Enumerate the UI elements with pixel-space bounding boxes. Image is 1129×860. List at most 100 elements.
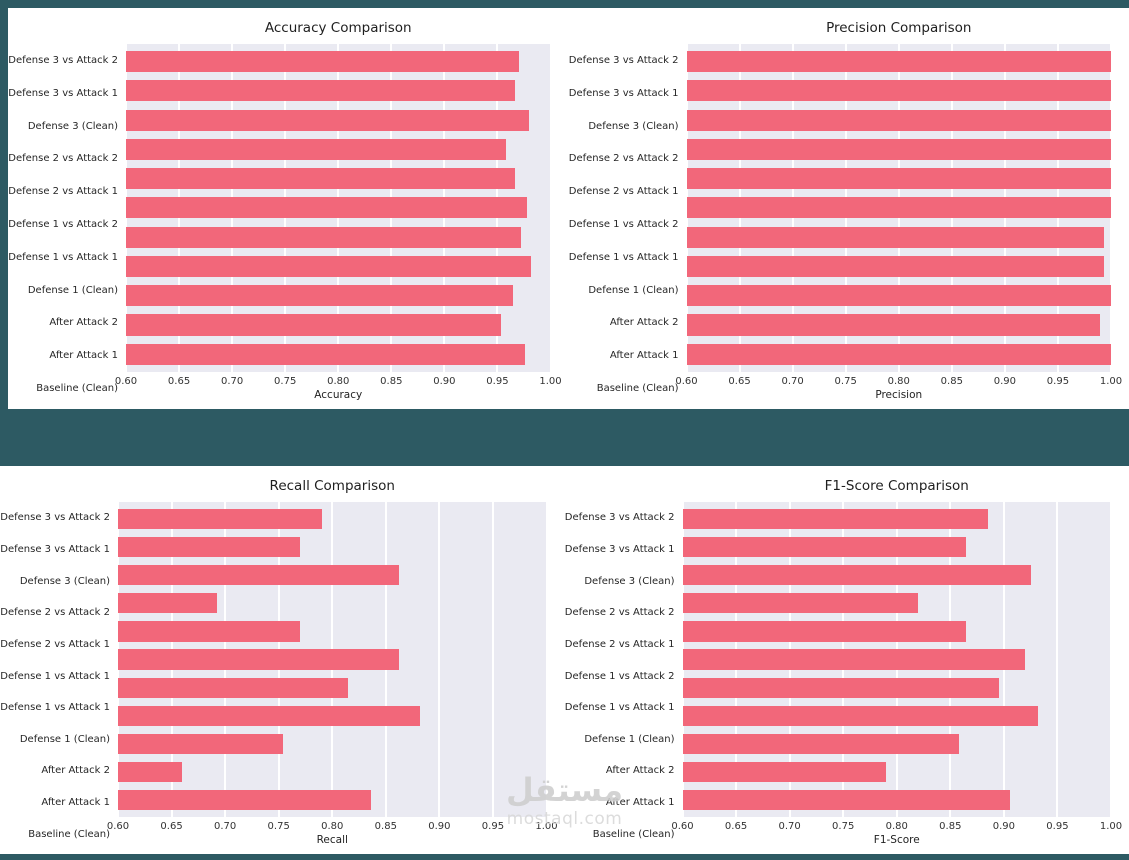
bar [118,508,322,530]
x-tick-label: 0.80 [885,821,908,832]
y-axis-label: Defense 3 vs Attack 1 [0,543,110,555]
y-axis-label: Defense 1 vs Attack 1 [564,702,675,714]
y-axis-label: Defense 2 vs Attack 1 [564,638,675,650]
bar-row [126,193,551,222]
x-tick-label: 0.65 [728,376,751,387]
bar [118,649,399,670]
bar [118,677,349,698]
bar-row [682,702,1112,730]
bar-row [118,561,547,589]
bar [126,80,516,102]
y-axis-label: Defense 3 vs Attack 2 [568,54,679,66]
bar-row [118,533,547,561]
bar-row [682,561,1112,589]
gridline [438,502,441,817]
gridline [1110,502,1111,817]
bar [126,197,528,219]
bar [686,109,1111,131]
bar-row [682,674,1112,702]
y-axis-label: Baseline (Clean) [596,383,679,395]
bar [126,255,532,278]
bar-row [682,645,1112,673]
y-axis-label: Defense 3 vs Attack 2 [0,512,110,524]
x-tick-label: 0.75 [267,821,290,832]
x-tick-label: 0.70 [778,821,801,832]
x-tick-label: 1.00 [535,821,558,832]
y-axis-label: After Attack 1 [41,797,110,809]
bar [682,789,1011,811]
bar [126,226,521,248]
y-axis-label: After Attack 1 [605,797,675,809]
y-axis-label: Defense 2 vs Attack 1 [8,186,118,198]
x-tick-label: 0.75 [274,376,297,387]
y-axis-labels: Defense 3 vs Attack 2 Defense 3 vs Attack… [565,502,683,850]
x-tick-label: 0.80 [321,821,344,832]
bar [126,285,514,307]
y-axis-label: After Attack 2 [605,765,675,777]
bar [682,537,967,558]
x-axis-title: Recall [316,834,348,846]
bar-row [686,252,1112,281]
x-tick-label: 0.85 [374,821,397,832]
bar [686,168,1111,190]
y-axis-label: Defense 1 (Clean) [19,733,110,745]
x-tick-label: 0.95 [481,821,505,832]
y-axis-label: Defense 3 vs Attack 1 [568,87,679,99]
x-axis-title: Precision [875,389,923,401]
y-axis-label: Defense 2 vs Attack 2 [564,607,675,619]
y-axis-label: Defense 1 vs Attack 2 [8,218,118,230]
y-axis-label: Defense 1 vs Attack 1 [568,251,679,263]
gridline [549,44,551,372]
bar-row [682,533,1112,561]
y-axis-label: Defense 3 (Clean) [584,575,675,587]
x-tick-label: 0.90 [433,376,456,387]
x-axis-ticks: 0.60 0.65 0.70 0.75 0.80 0.85 0.90 0.95 1.00 [107,817,558,834]
bar [126,314,501,336]
x-tick-label: 0.70 [213,821,237,832]
x-axis-ticks: 0.60 0.65 0.70 0.75 0.80 0.85 0.90 0.95 1.00 [675,372,1122,389]
top-charts-panel: Accuracy Comparison Defense 3 vs Attack 2… [8,8,1129,409]
y-axis-label: Defense 2 vs Attack 1 [568,186,679,198]
bar [118,565,399,586]
bar-row [126,223,551,252]
y-axis-label: After Attack 2 [609,317,679,329]
y-axis-label: After Attack 1 [49,350,118,362]
bar-row [118,702,547,730]
plot-area [682,502,1112,817]
bar-row [686,310,1112,339]
y-axis-label: Defense 1 (Clean) [588,284,679,296]
bar-row [118,645,547,673]
bar [686,226,1104,248]
x-axis-title: Accuracy [314,389,363,401]
bar-row [682,786,1112,814]
bar-row [118,505,547,533]
bar [682,508,988,530]
bar-row [682,589,1112,617]
x-tick-label: 1.00 [1099,821,1123,832]
x-tick-label: 0.70 [220,376,244,387]
bar [682,565,1031,586]
y-axis-label: Defense 1 vs Attack 1 [0,702,110,714]
bar [682,761,887,782]
bar [118,621,301,642]
bar-row [686,340,1111,369]
bar-row [686,135,1111,164]
x-tick-label: 0.65 [724,821,748,832]
bar [126,138,506,160]
y-axis-label: Defense 1 vs Attack 2 [564,670,675,682]
bar-row [126,340,551,369]
bar [682,593,919,614]
bar-row [686,106,1111,135]
y-axis-label: Defense 3 (Clean) [588,120,679,132]
x-tick-label: 0.90 [993,376,1017,387]
x-tick-label: 0.75 [832,821,855,832]
y-axis-label: Defense 1 vs Attack 1 [8,251,118,263]
bar [118,593,217,614]
x-tick-label: 1.00 [539,376,562,387]
x-tick-label: 0.95 [1046,376,1070,387]
x-tick-label: 1.00 [1099,376,1123,387]
y-axis-label: Defense 3 vs Attack 2 [8,54,118,66]
bar-row [126,281,551,310]
bar [126,168,516,190]
x-tick-label: 0.95 [486,376,509,387]
